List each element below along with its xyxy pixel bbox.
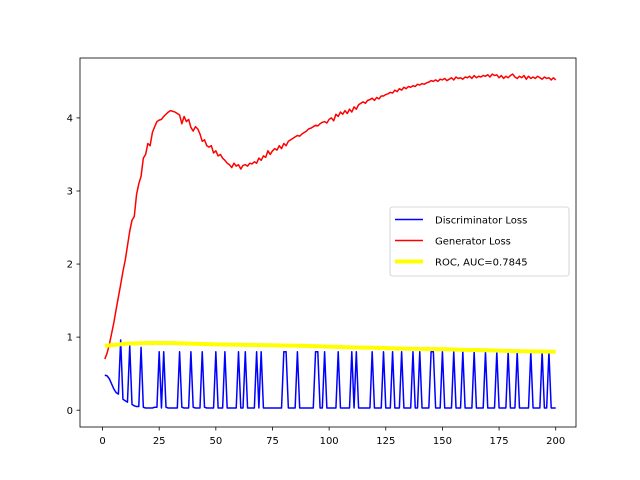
x-tick-label: 150 [433, 436, 452, 447]
x-tick-label: 50 [209, 436, 222, 447]
series-line-1 [104, 73, 557, 360]
legend-label-2: ROC, AUC=0.7845 [435, 257, 528, 268]
legend-label-0: Discriminator Loss [435, 215, 527, 226]
y-axis: 0 1 2 3 4 [67, 114, 80, 417]
series-layer [104, 73, 557, 409]
series-line-0 [104, 339, 556, 409]
plot-frame [79, 57, 577, 428]
series-line-2 [104, 340, 556, 354]
y-tick-label: 3 [67, 187, 73, 198]
x-tick-label: 175 [490, 436, 509, 447]
x-axis: 0 25 50 75 100 125 150 175 200 [99, 427, 565, 447]
x-tick-label: 100 [320, 436, 339, 447]
x-tick-label: 0 [99, 436, 105, 447]
x-tick-label: 125 [376, 436, 395, 447]
legend-box [389, 206, 570, 277]
legend-label-1: Generator Loss [435, 236, 511, 247]
y-tick-label: 1 [67, 333, 73, 344]
legend: Discriminator Loss Generator Loss ROC, AUC… [389, 206, 570, 277]
x-tick-label: 200 [546, 436, 565, 447]
x-tick-label: 75 [266, 436, 279, 447]
x-tick-label: 25 [153, 436, 166, 447]
y-tick-label: 2 [67, 260, 73, 271]
y-tick-label: 0 [67, 406, 73, 417]
y-tick-label: 4 [67, 114, 73, 125]
